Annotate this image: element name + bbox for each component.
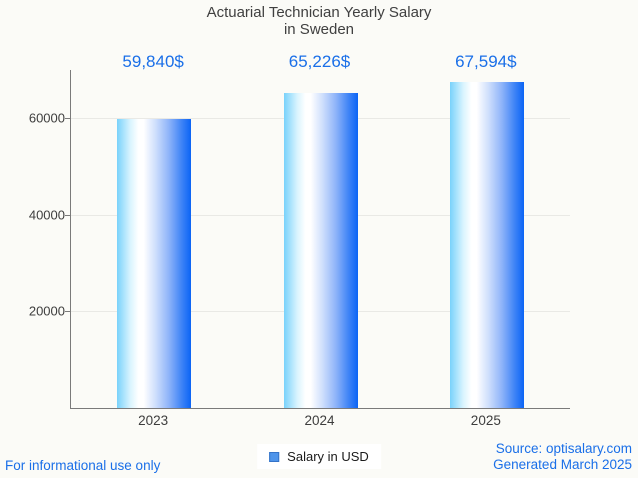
plot-area: 20000 40000 60000 xyxy=(29,70,570,409)
y-axis-tick-label: 40000 xyxy=(28,207,65,223)
bar-value-label: 67,594$ xyxy=(455,52,517,71)
salary-bar xyxy=(449,81,524,408)
y-axis-tick-label: 60000 xyxy=(28,110,65,126)
chart-title-line2: in Sweden xyxy=(283,21,355,38)
y-axis-tick xyxy=(65,214,71,216)
salary-bar xyxy=(283,93,358,408)
chart-title: Actuarial Technician Yearly Salary in Sw… xyxy=(0,4,638,38)
generated-text: Generated March 2025 xyxy=(493,457,632,472)
y-axis-tick xyxy=(65,311,71,313)
legend-marker-icon xyxy=(269,451,280,462)
legend[interactable]: Salary in USD xyxy=(257,444,381,469)
source-attribution: Source: optisalary.com Generated March 2… xyxy=(493,441,632,473)
chart-title-line1: Actuarial Technician Yearly Salary xyxy=(206,4,432,21)
x-axis-category-label: 2024 xyxy=(304,413,335,428)
bar-value-label: 65,226$ xyxy=(288,52,351,71)
y-axis-tick xyxy=(65,118,71,120)
bar-value-label: 59,840$ xyxy=(122,52,184,71)
source-text: Source: optisalary.com xyxy=(495,441,632,456)
x-axis-category-label: 2023 xyxy=(138,413,169,428)
x-axis-category-label: 2025 xyxy=(470,413,501,428)
legend-label: Salary in USD xyxy=(287,449,369,464)
disclaimer-text: For informational use only xyxy=(5,458,161,473)
y-axis-tick-label: 20000 xyxy=(28,303,65,319)
salary-bar xyxy=(117,119,192,408)
